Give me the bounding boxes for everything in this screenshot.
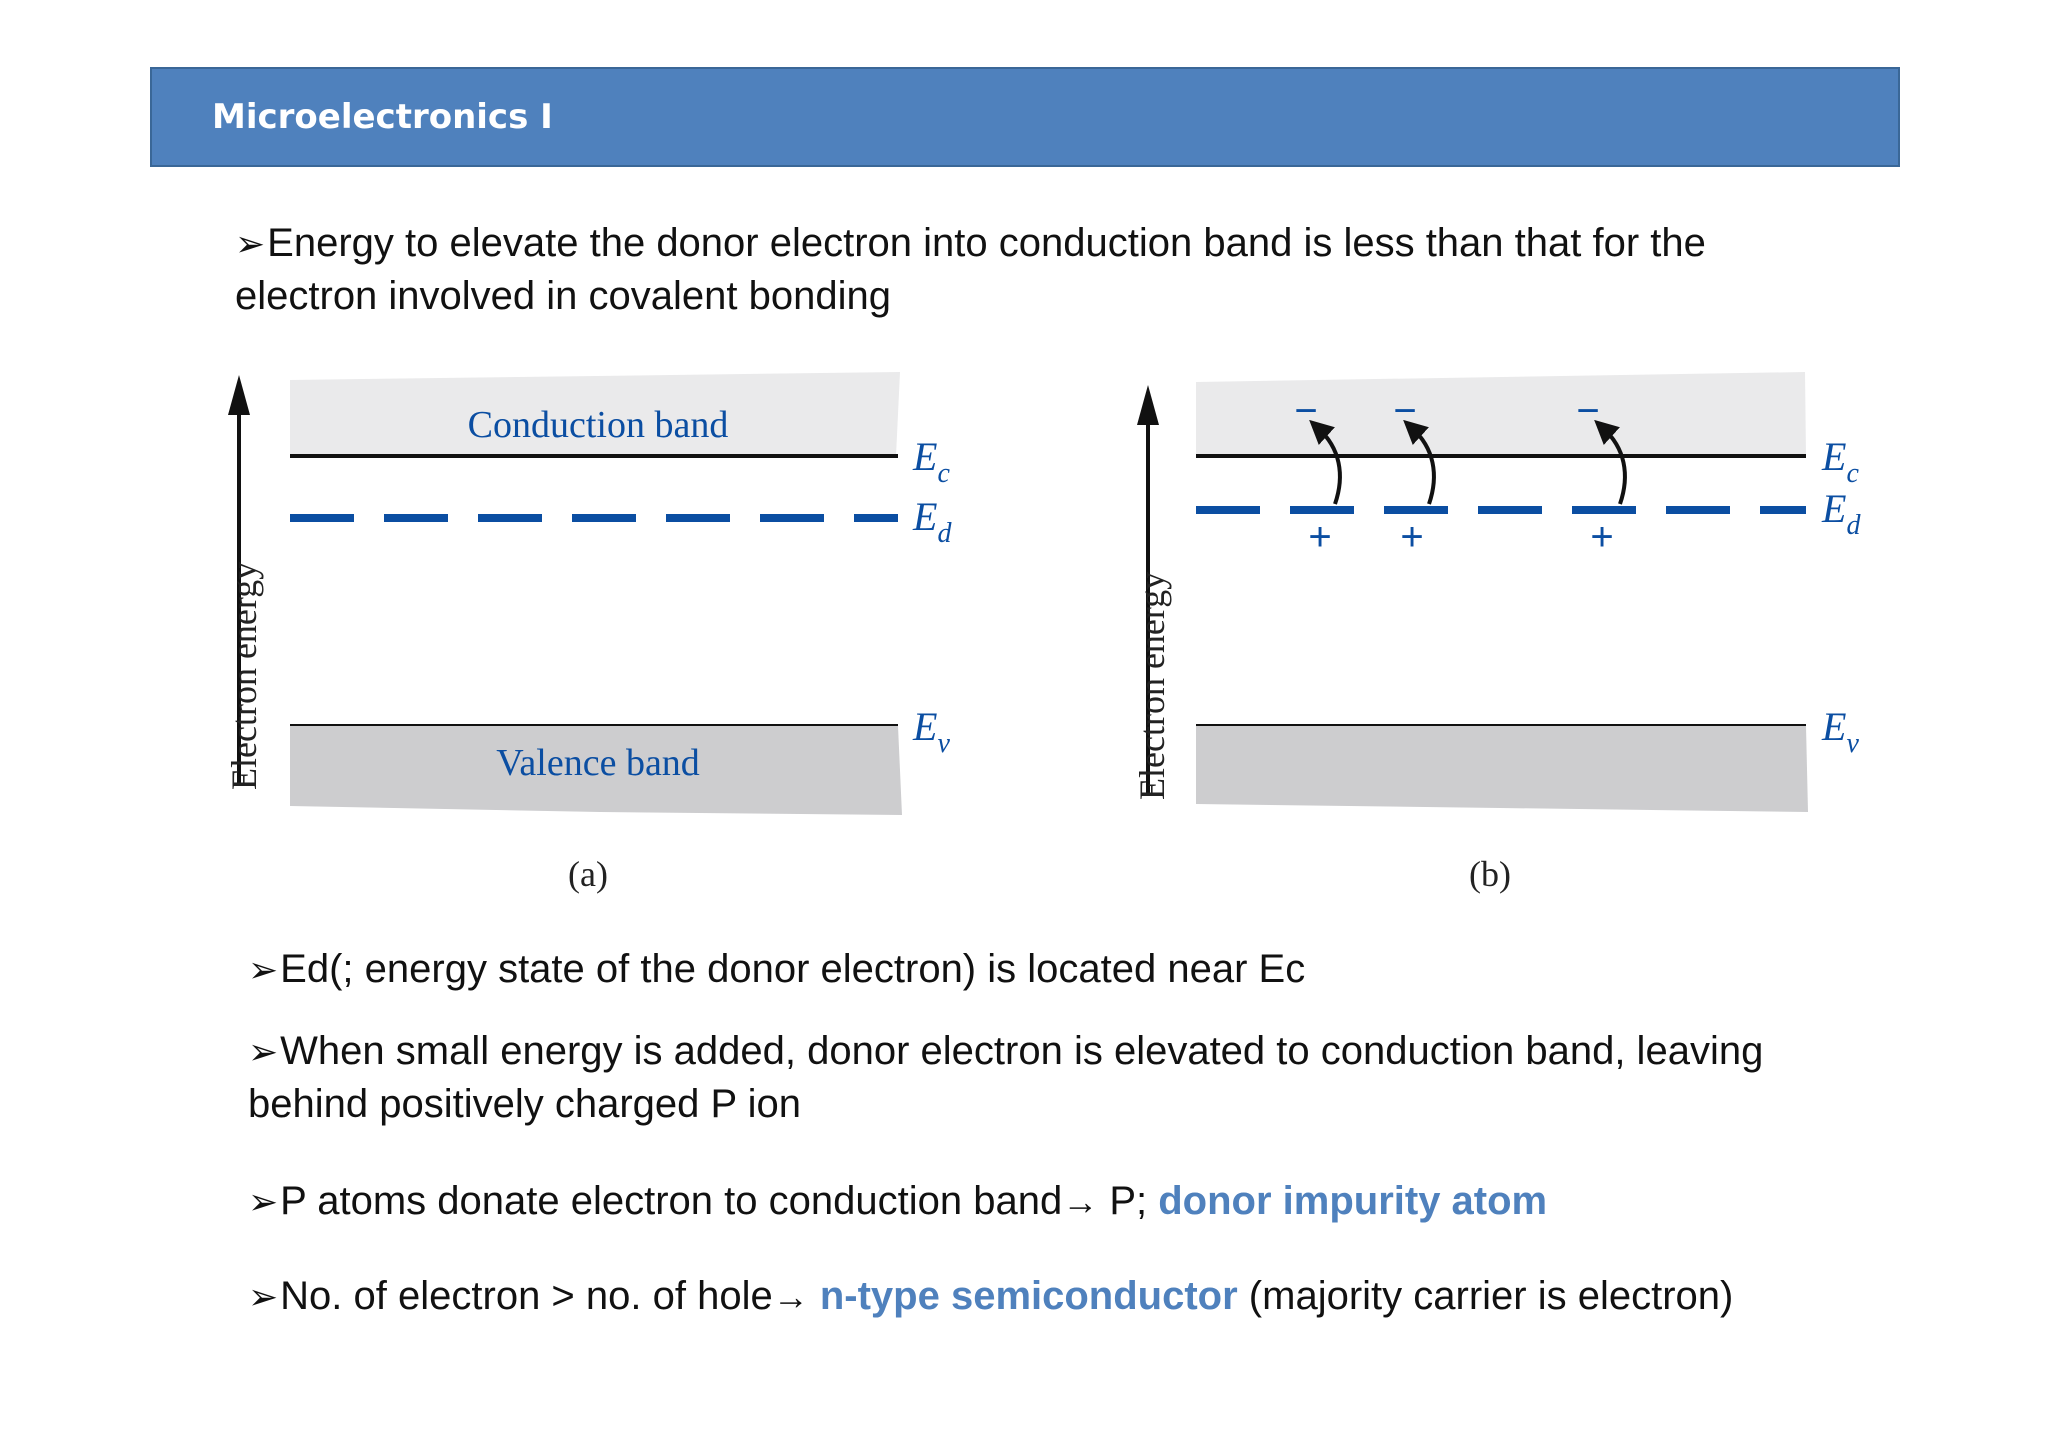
bullet-donor-impurity: ➢P atoms donate electron to conduction b… <box>248 1175 1948 1228</box>
highlight-term: donor impurity atom <box>1158 1179 1548 1223</box>
bullet-text: (majority carrier is electron) <box>1237 1274 1734 1318</box>
bullet-text: When small energy is added, donor electr… <box>248 1029 1764 1126</box>
excitation-arrow-icon <box>1403 419 1436 505</box>
bullet-small-energy: ➢When small energy is added, donor elect… <box>248 1025 1788 1131</box>
bullet-arrow-icon: ➢ <box>248 1276 279 1317</box>
axis-label-electron-energy: Electron energy <box>1132 572 1172 800</box>
ec-label: Ec <box>912 434 950 489</box>
bullet-arrow-icon: ➢ <box>248 1181 279 1222</box>
electron-minus-sign: − <box>1576 389 1599 433</box>
bullet-arrow-icon: ➢ <box>248 949 279 990</box>
conduction-band-label: Conduction band <box>468 404 729 446</box>
bullet-text: Energy to elevate the donor electron int… <box>235 221 1706 318</box>
bullet-ed-location: ➢Ed(; energy state of the donor electron… <box>248 943 1848 996</box>
bullet-text <box>809 1274 820 1318</box>
ec-label: Ec <box>1821 434 1859 489</box>
bullet-energy-to-elevate: ➢Energy to elevate the donor electron in… <box>235 217 1835 323</box>
right-arrow-icon: → <box>772 1276 809 1317</box>
bullet-text: No. of electron > no. of hole <box>280 1274 773 1318</box>
excitation-arrow-icon <box>1309 419 1342 505</box>
excitation-arrow-icon <box>1594 419 1627 505</box>
slide-title: Microelectronics I <box>212 97 553 137</box>
bullet-text: P; <box>1098 1179 1159 1223</box>
bullet-arrow-icon: ➢ <box>248 1031 279 1072</box>
ion-plus-sign: + <box>1400 515 1423 559</box>
highlight-term: n-type semiconductor <box>819 1274 1238 1318</box>
conduction-band-region <box>290 372 900 456</box>
bullet-arrow-icon: ➢ <box>235 223 266 264</box>
ev-label: Ev <box>912 704 950 759</box>
panel-b: Electron energy − − − + + + Ec Ed Ev (b) <box>1132 372 1861 894</box>
energy-axis-arrow-icon <box>228 375 250 415</box>
bullet-n-type: ➢No. of electron > no. of hole→ n-type s… <box>248 1270 2008 1323</box>
bullet-text: P atoms donate electron to conduction ba… <box>280 1179 1063 1223</box>
panel-a: Electron energy Conduction band Valence … <box>224 372 952 894</box>
valence-band-label: Valence band <box>496 742 700 784</box>
right-arrow-icon: → <box>1062 1181 1099 1222</box>
electron-minus-sign: − <box>1294 389 1317 433</box>
ion-plus-sign: + <box>1308 515 1331 559</box>
ed-label: Ed <box>912 494 952 549</box>
caption-a: (a) <box>568 854 608 894</box>
ev-label: Ev <box>1821 704 1859 759</box>
ed-label: Ed <box>1821 486 1861 541</box>
electron-minus-sign: − <box>1393 389 1416 433</box>
conduction-band-region <box>1196 372 1806 456</box>
valence-band-region <box>290 726 902 815</box>
axis-label-electron-energy: Electron energy <box>224 562 264 790</box>
energy-axis-arrow-icon <box>1137 385 1159 425</box>
valence-band-region <box>1196 726 1808 812</box>
ion-plus-sign: + <box>1590 515 1613 559</box>
caption-b: (b) <box>1469 854 1511 894</box>
bullet-text: Ed(; energy state of the donor electron)… <box>280 947 1306 991</box>
slide-header: Microelectronics I <box>150 67 1900 167</box>
